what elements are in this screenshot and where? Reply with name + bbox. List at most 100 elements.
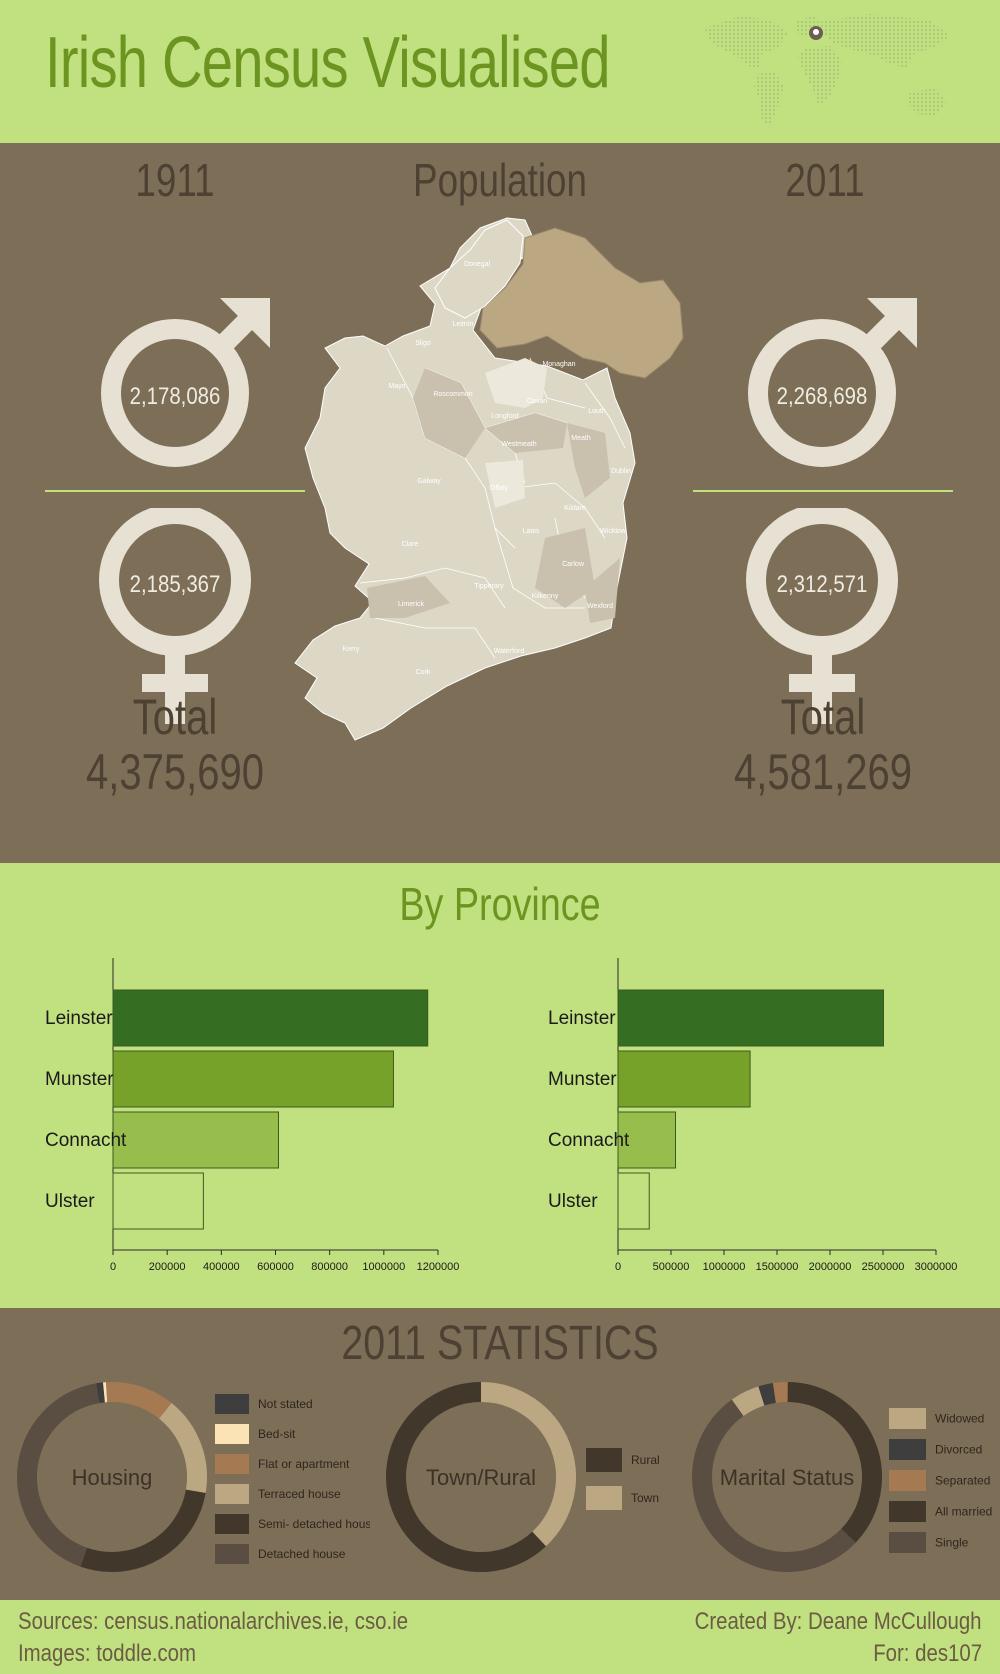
stats-section: 2011 STATISTICS Housing Not stated Bed-sit… <box>0 1308 1000 1600</box>
legend-label: Separated <box>935 1474 990 1488</box>
x-tick-label: 200000 <box>149 1261 186 1273</box>
bar-ulster <box>112 1172 204 1230</box>
donut-slice <box>106 1382 172 1419</box>
total-label-1911: Total <box>132 689 218 745</box>
donut-slice <box>692 1399 856 1572</box>
donut-title: Town/Rural <box>426 1465 536 1490</box>
province-section: By Province Leinster Munster Connacht Ulste… <box>0 863 1000 1308</box>
bar-chart-2011: Leinster Munster Connacht Ulster 0 500000 1000… <box>548 958 957 1273</box>
category-label: Munster <box>548 1069 617 1090</box>
footer-for: For: des107 <box>873 1640 982 1667</box>
male-2011-count: 2,268,698 <box>776 383 868 410</box>
category-label: Ulster <box>548 1191 598 1212</box>
x-tick-label: 1000000 <box>703 1261 746 1273</box>
male-1911-count: 2,178,086 <box>129 383 221 410</box>
donut-slice <box>731 1386 765 1417</box>
divider-right <box>693 490 953 492</box>
donut-slice <box>772 1382 788 1403</box>
legend-swatch <box>215 1424 249 1444</box>
page-title: Irish Census Visualised <box>45 23 611 103</box>
female-2011-count: 2,312,571 <box>776 571 868 598</box>
donut-chart-housing: Housing Not stated Bed-sit Flat or apartmen… <box>17 1382 370 1572</box>
category-label: Leinster <box>45 1008 113 1029</box>
footer-sources: Sources: census.nationalarchives.ie, cso… <box>18 1608 409 1635</box>
donut-slice <box>787 1382 882 1543</box>
county-label: Longford <box>491 413 519 420</box>
year-2011-heading: 2011 <box>785 154 865 206</box>
stats-title: 2011 STATISTICS <box>341 1317 659 1370</box>
county-label: Tipperary <box>474 583 504 590</box>
female-symbol-icon <box>746 508 898 724</box>
county-label: Wexford <box>587 603 613 610</box>
donut-slice <box>17 1383 100 1567</box>
legend-label: Terraced house <box>258 1487 341 1501</box>
x-tick-label: 1200000 <box>417 1261 460 1273</box>
legend-label: Not stated <box>258 1397 313 1411</box>
x-tick-label: 0 <box>110 1261 116 1273</box>
x-tick-label: 2500000 <box>862 1261 905 1273</box>
female-symbol-icon <box>99 508 251 724</box>
donut-title: Housing <box>72 1465 153 1490</box>
county-label: Kildare <box>564 505 586 512</box>
legend-label: Semi- detached house <box>258 1517 370 1531</box>
header: Irish Census Visualised <box>0 0 1000 143</box>
bar-connacht <box>617 1111 677 1169</box>
category-label: Munster <box>45 1069 114 1090</box>
province-title: By Province <box>399 878 601 930</box>
ireland-map: Donegal Leitrim Sligo Mayo Roscommon Monaghan… <box>294 217 684 741</box>
county-label: Sligo <box>415 340 431 347</box>
county-labels: Donegal Leitrim Sligo Mayo Roscommon Monaghan… <box>343 261 631 676</box>
legend-label: Rural <box>631 1453 660 1467</box>
legend-label: Divorced <box>935 1443 982 1457</box>
county-label: Waterford <box>494 648 525 655</box>
legend-swatch <box>586 1486 622 1510</box>
total-2011: 4,581,269 <box>734 744 912 800</box>
county-label: Carlow <box>562 561 585 568</box>
county-label: Meath <box>571 435 591 442</box>
county-label: Westmeath <box>501 441 536 448</box>
legend-swatch <box>889 1439 926 1460</box>
population-section: 1911 Population 2011 2,178,086 2,185,367… <box>0 143 1000 863</box>
donut-slice <box>480 1382 576 1547</box>
legend-label: Widowed <box>935 1412 984 1426</box>
legend-label: All married <box>935 1505 992 1519</box>
total-1911: 4,375,690 <box>86 744 264 800</box>
world-map-icon <box>705 14 950 126</box>
year-1911-heading: 1911 <box>135 154 215 206</box>
donut-chart-town-rural: Town/Rural Rural Town <box>386 1382 660 1572</box>
x-tick-label: 1000000 <box>362 1261 405 1273</box>
population-heading: Population <box>413 154 587 206</box>
footer: Sources: census.nationalarchives.ie, cso… <box>0 1600 1000 1674</box>
donut-slice <box>158 1403 207 1494</box>
category-label: Connacht <box>548 1130 630 1151</box>
legend-swatch <box>215 1514 249 1534</box>
category-label: Ulster <box>45 1191 95 1212</box>
county-label: Kerry <box>343 646 360 653</box>
legend-swatch <box>215 1544 249 1564</box>
bar-connacht <box>112 1111 279 1169</box>
donut-slice <box>758 1383 777 1406</box>
x-tick-label: 600000 <box>257 1261 294 1273</box>
total-label-2011: Total <box>780 689 866 745</box>
donut-chart-marital-status: Marital Status Widowed Divorced Separated Al… <box>692 1382 992 1572</box>
x-tick-label: 0 <box>615 1261 621 1273</box>
category-label: Connacht <box>45 1130 127 1151</box>
county-label: Wicklow <box>600 528 627 535</box>
legend-swatch <box>889 1532 926 1553</box>
county-label: Donegal <box>464 261 491 268</box>
bar-munster <box>617 1050 751 1108</box>
legend-label: Town <box>631 1491 659 1505</box>
bar-ulster <box>617 1172 650 1230</box>
county-label: Cavan <box>527 398 547 405</box>
legend-label: Bed-sit <box>258 1427 296 1441</box>
donut-slice <box>386 1382 547 1572</box>
x-tick-label: 1500000 <box>756 1261 799 1273</box>
male-symbol-icon <box>101 298 270 467</box>
donut-slice <box>80 1489 206 1572</box>
county-label: Laois <box>523 528 540 535</box>
donut-slice <box>95 1382 106 1404</box>
county-label: Clare <box>402 541 419 548</box>
x-tick-label: 800000 <box>311 1261 348 1273</box>
legend-swatch <box>586 1448 622 1472</box>
legend-label: Detached house <box>258 1547 346 1561</box>
